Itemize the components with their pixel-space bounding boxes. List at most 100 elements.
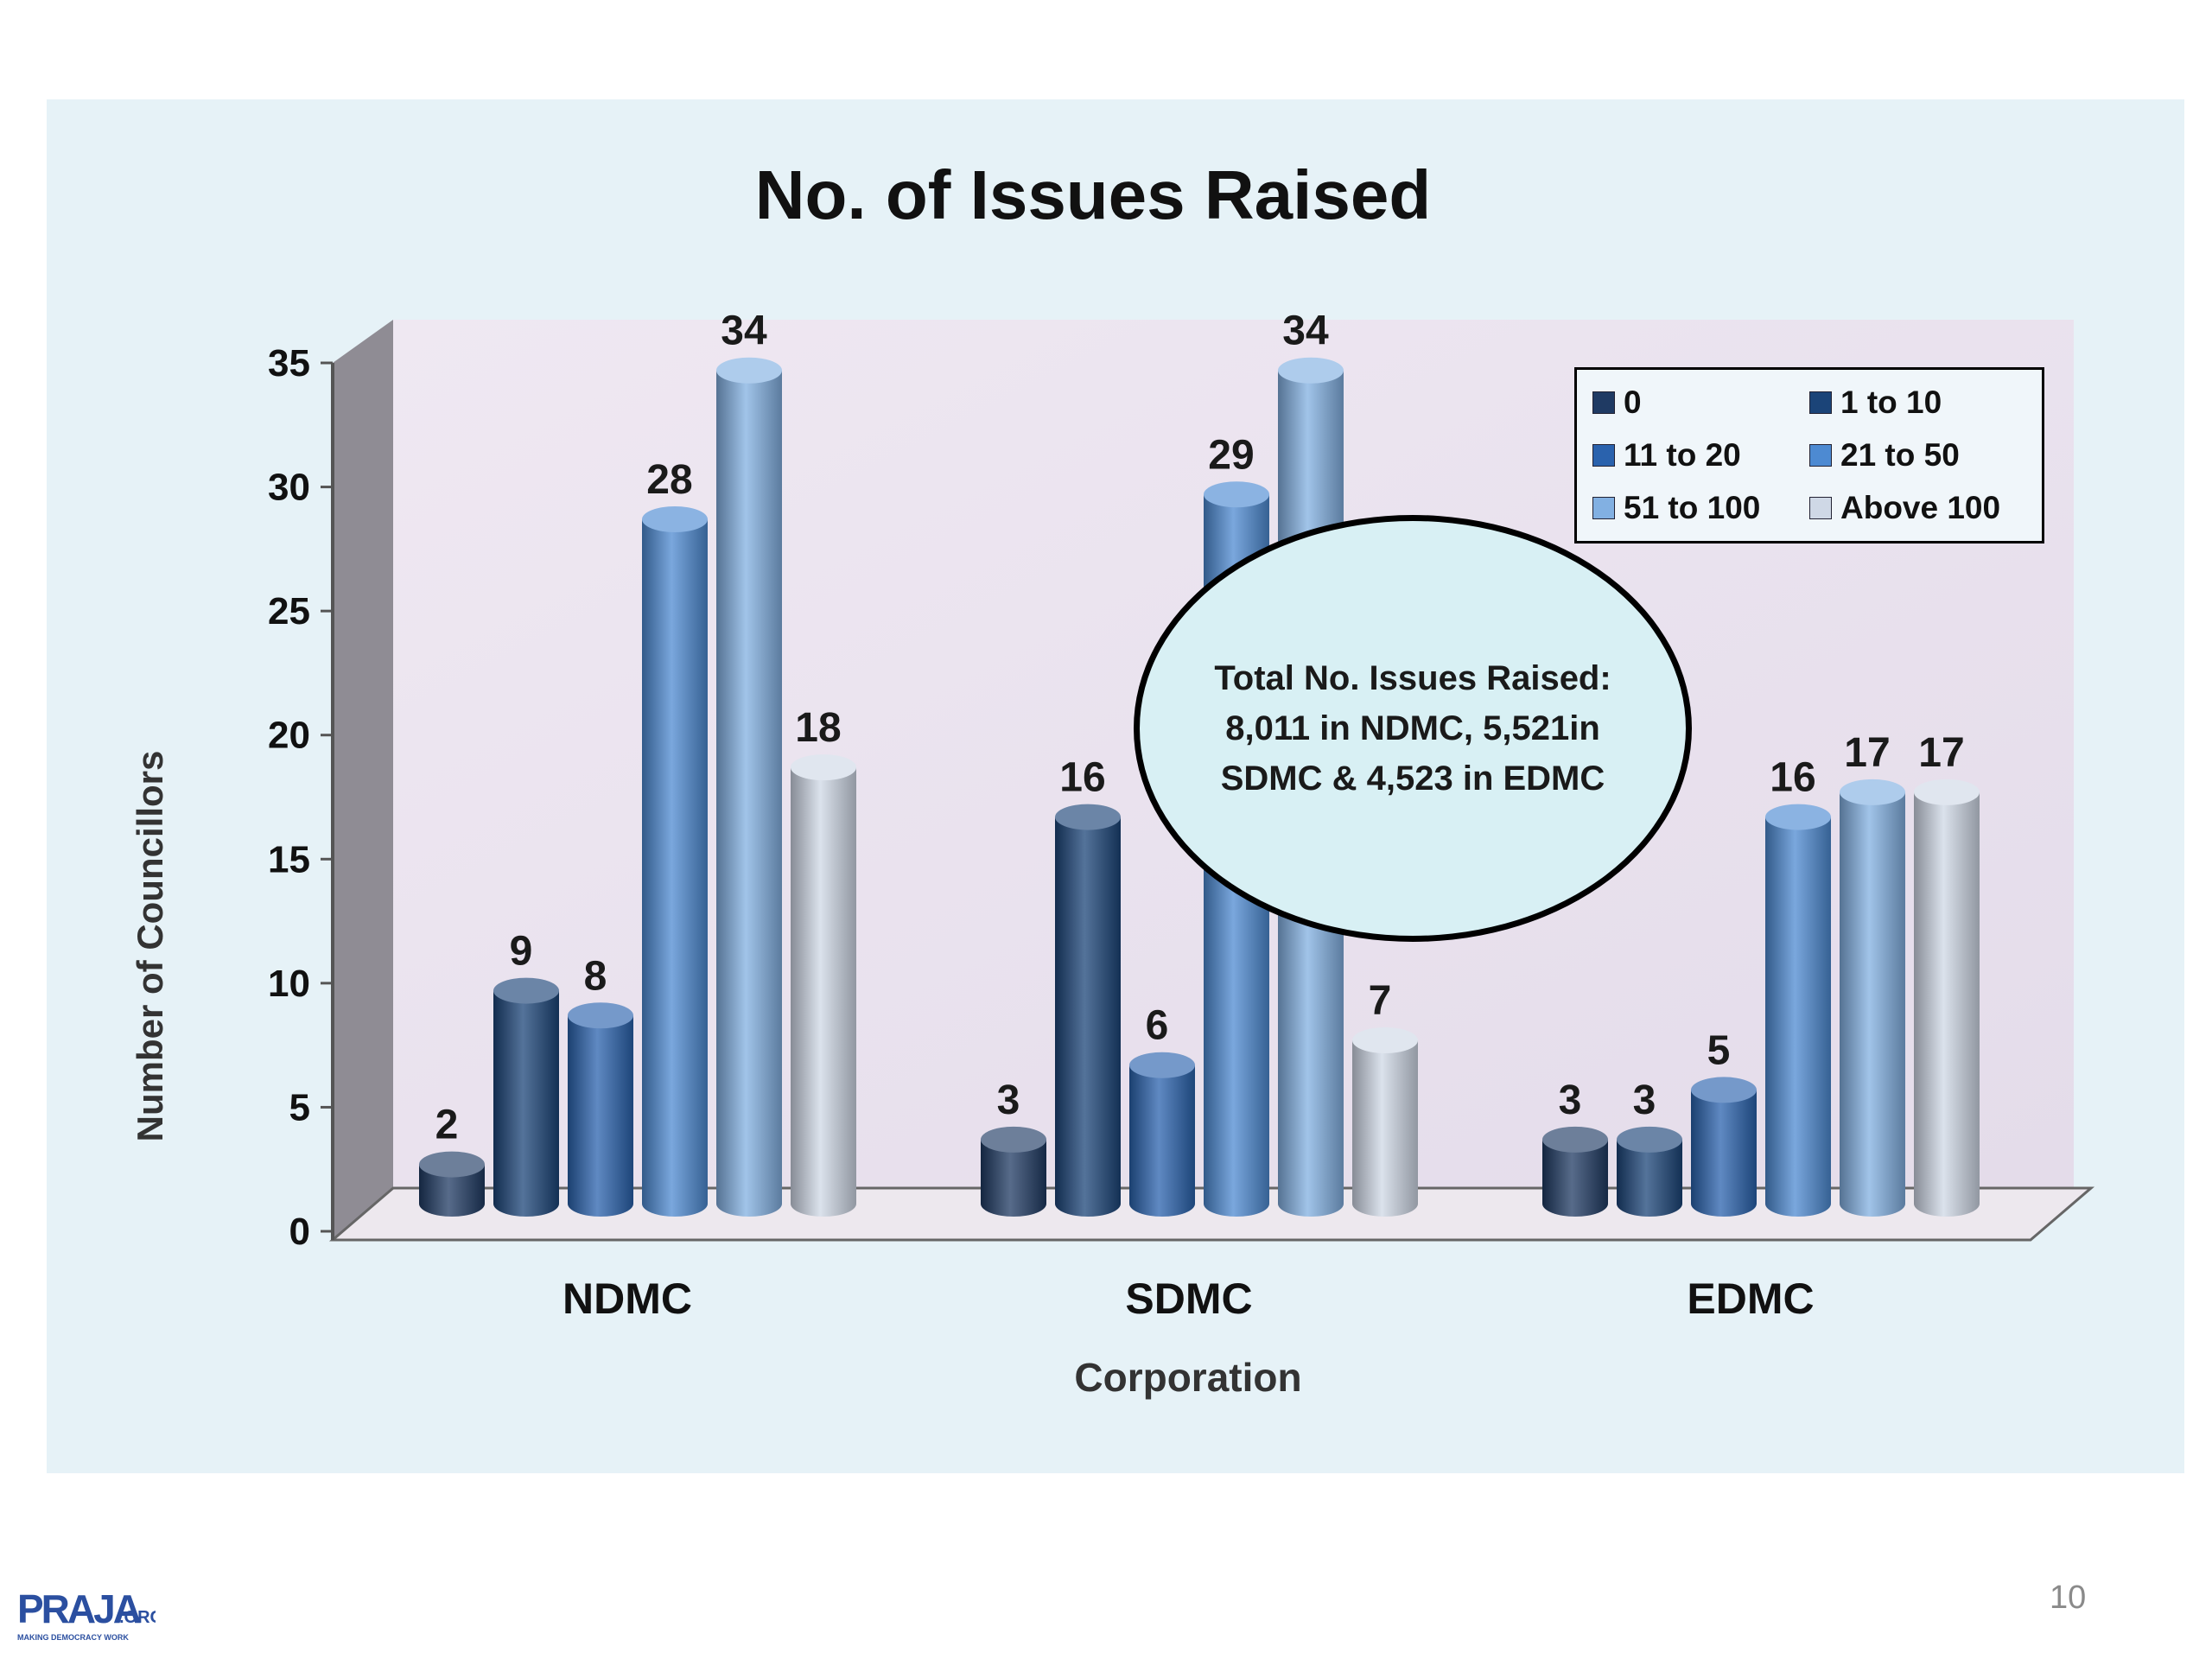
svg-text:.ORG: .ORG bbox=[119, 1608, 156, 1627]
chart-side-wall bbox=[333, 320, 393, 1240]
x-category-label: SDMC bbox=[1125, 1274, 1252, 1323]
bar-body bbox=[1691, 1090, 1757, 1217]
bar-value-label: 16 bbox=[1770, 755, 1815, 801]
legend-item: 21 to 50 bbox=[1809, 429, 2026, 482]
bar-value-label: 18 bbox=[795, 705, 841, 751]
y-tick-label: 0 bbox=[289, 1211, 310, 1253]
legend-swatch bbox=[1809, 496, 1832, 519]
y-tick-label: 25 bbox=[268, 590, 310, 632]
bar-body bbox=[791, 767, 856, 1217]
bar bbox=[1765, 804, 1831, 1217]
bar bbox=[1840, 779, 1905, 1217]
bar-top bbox=[1914, 779, 1980, 805]
legend-label: 11 to 20 bbox=[1624, 436, 1741, 473]
legend-item: 0 bbox=[1592, 377, 1809, 429]
bar-top bbox=[419, 1151, 485, 1178]
bar-top bbox=[1278, 357, 1344, 384]
bar-value-label: 9 bbox=[510, 929, 533, 975]
bar bbox=[642, 506, 708, 1217]
bar-body bbox=[1914, 791, 1980, 1217]
bar-body bbox=[493, 990, 559, 1217]
bar bbox=[493, 977, 559, 1217]
praja-logo: PRAJA .ORG MAKING DEMOCRACY WORK bbox=[17, 1586, 156, 1642]
bar-value-label: 16 bbox=[1059, 755, 1105, 801]
bar-value-label: 17 bbox=[1844, 730, 1890, 776]
bar-body bbox=[1055, 817, 1121, 1217]
bar-body bbox=[1542, 1139, 1608, 1217]
legend-label: 21 to 50 bbox=[1840, 436, 1960, 473]
legend-label: 1 to 10 bbox=[1840, 385, 1942, 421]
legend-label: 0 bbox=[1624, 385, 1642, 421]
bar-body bbox=[716, 370, 782, 1217]
bar bbox=[1691, 1077, 1757, 1217]
total-issues-callout: Total No. Issues Raised: 8,011 in NDMC, … bbox=[1134, 515, 1692, 942]
bar-value-label: 29 bbox=[1208, 432, 1254, 478]
y-tick-label: 10 bbox=[268, 963, 310, 1005]
bar-body bbox=[1617, 1139, 1682, 1217]
svg-text:MAKING DEMOCRACY WORK: MAKING DEMOCRACY WORK bbox=[17, 1633, 129, 1642]
y-tick-label: 15 bbox=[268, 838, 310, 880]
bar bbox=[791, 754, 856, 1217]
bar-body bbox=[568, 1015, 633, 1217]
legend-swatch bbox=[1592, 496, 1615, 519]
bar bbox=[1914, 779, 1980, 1217]
legend-item: 1 to 10 bbox=[1809, 377, 2026, 429]
bar-value-label: 17 bbox=[1918, 730, 1964, 776]
legend-item: 51 to 100 bbox=[1592, 481, 1809, 534]
bar-value-label: 8 bbox=[584, 953, 607, 999]
callout-text: Total No. Issues Raised: 8,011 in NDMC, … bbox=[1214, 659, 1611, 798]
bar-top bbox=[493, 977, 559, 1004]
bar bbox=[1055, 804, 1121, 1217]
bar-top bbox=[1542, 1126, 1608, 1153]
bar bbox=[716, 357, 782, 1217]
bar-body bbox=[1129, 1065, 1195, 1217]
bar-value-label: 2 bbox=[435, 1103, 459, 1148]
bar-value-label: 28 bbox=[646, 457, 692, 503]
bar-body bbox=[981, 1139, 1046, 1217]
bar bbox=[568, 1002, 633, 1217]
bar bbox=[419, 1151, 485, 1217]
bar-top bbox=[1129, 1052, 1195, 1078]
bar bbox=[981, 1126, 1046, 1217]
bar bbox=[1617, 1126, 1682, 1217]
y-tick-label: 35 bbox=[268, 342, 310, 385]
bar-top bbox=[716, 357, 782, 384]
bar-top bbox=[1055, 804, 1121, 830]
chart-title: No. of Issues Raised bbox=[755, 156, 1431, 233]
bar-body bbox=[642, 519, 708, 1217]
bar-body bbox=[1352, 1040, 1418, 1217]
bar bbox=[1352, 1027, 1418, 1217]
legend-swatch bbox=[1809, 443, 1832, 467]
bar-top bbox=[981, 1126, 1046, 1153]
bar-value-label: 3 bbox=[1633, 1077, 1656, 1123]
y-axis-title: Number of Councillors bbox=[130, 751, 170, 1142]
legend-swatch bbox=[1592, 391, 1615, 415]
x-category-label: EDMC bbox=[1687, 1274, 1814, 1323]
bar-value-label: 7 bbox=[1369, 978, 1392, 1024]
legend-swatch bbox=[1592, 443, 1615, 467]
bar-top bbox=[1352, 1027, 1418, 1053]
bar-value-label: 3 bbox=[1559, 1077, 1582, 1123]
bar-value-label: 34 bbox=[721, 308, 767, 354]
x-axis-title: Corporation bbox=[1074, 1355, 1301, 1400]
bar-top bbox=[568, 1002, 633, 1029]
legend-item: Above 100 bbox=[1809, 481, 2026, 534]
svg-text:PRAJA: PRAJA bbox=[17, 1586, 141, 1631]
legend-label: 51 to 100 bbox=[1624, 489, 1761, 525]
bar-body bbox=[1765, 817, 1831, 1217]
page-number: 10 bbox=[2050, 1580, 2087, 1616]
bar bbox=[1542, 1126, 1608, 1217]
bar-value-label: 5 bbox=[1707, 1027, 1731, 1073]
bar-value-label: 6 bbox=[1146, 1003, 1169, 1049]
bar-body bbox=[1840, 791, 1905, 1217]
legend-label: Above 100 bbox=[1840, 489, 2001, 525]
bar-body bbox=[419, 1164, 485, 1217]
bar-top bbox=[1204, 481, 1269, 508]
bar-top bbox=[1617, 1126, 1682, 1153]
legend-swatch bbox=[1809, 391, 1832, 415]
bar-value-label: 34 bbox=[1282, 308, 1329, 354]
y-tick-label: 5 bbox=[289, 1086, 310, 1128]
bar bbox=[1129, 1052, 1195, 1217]
bar-top bbox=[642, 506, 708, 532]
